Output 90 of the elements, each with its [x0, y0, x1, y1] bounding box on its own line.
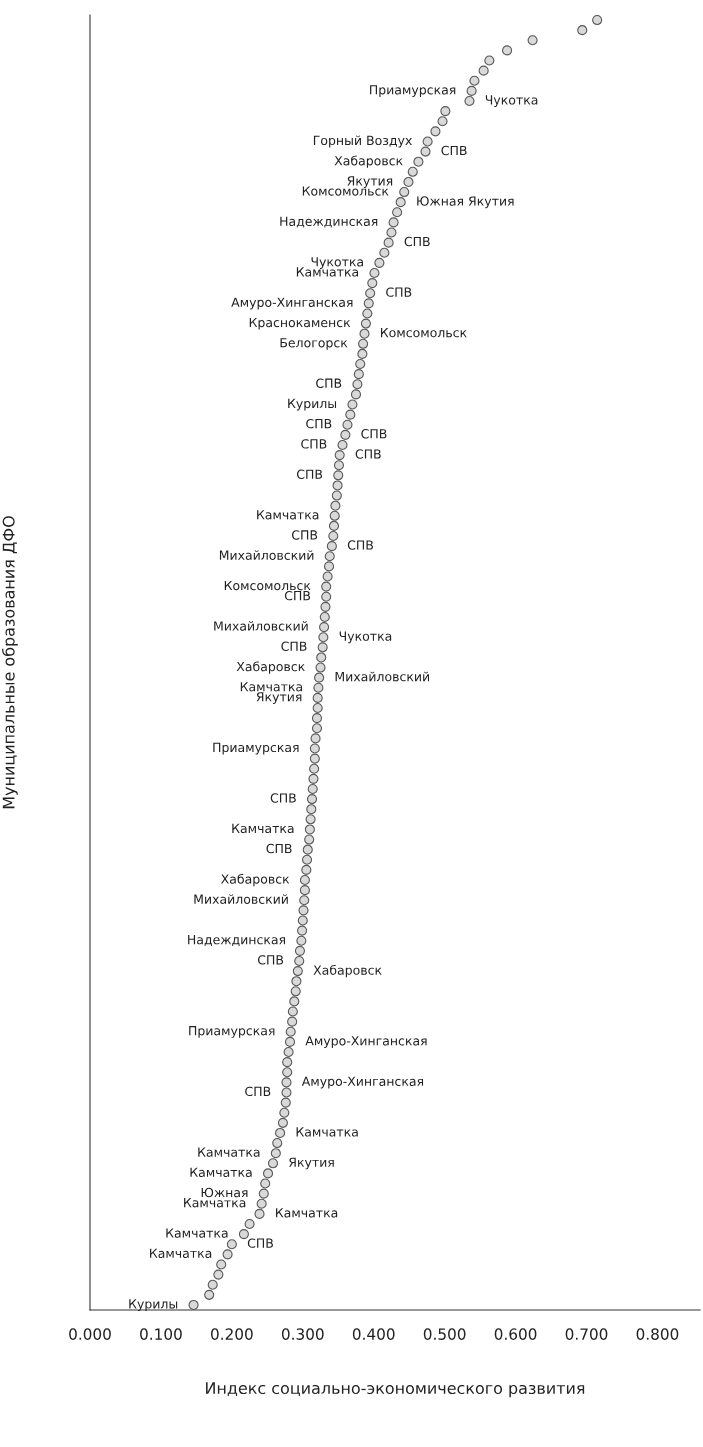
data-label: СПВ — [355, 449, 381, 459]
data-label: Чукотка — [339, 631, 392, 644]
point — [281, 1077, 292, 1088]
x-tick-label: 0.700 — [565, 1328, 608, 1340]
data-label: СПВ — [266, 843, 292, 854]
data-label: Михайловский — [335, 671, 430, 682]
data-label: Хабаровск — [313, 964, 382, 978]
data-label: Амуро-Хинганская — [301, 1076, 424, 1089]
data-label: Амуро-Хинганская — [305, 1036, 427, 1048]
data-label: СПВ — [301, 439, 327, 449]
data-label: Камчатка — [257, 510, 319, 520]
x-tick-label: 0.100 — [140, 1328, 182, 1340]
data-label: Хабаровск — [236, 661, 305, 674]
data-label: Белогорск — [280, 338, 348, 350]
data-label: Камчатка — [296, 267, 359, 277]
data-label: Комсомольск — [381, 328, 467, 338]
x-tick-label: 0.300 — [281, 1328, 324, 1340]
data-label: СПВ — [296, 469, 323, 479]
data-label: СПВ — [316, 378, 342, 388]
point — [326, 541, 337, 552]
x-tick-label: 0.200 — [211, 1328, 253, 1340]
data-label: Камчатка — [184, 1198, 246, 1208]
data-label: СПВ — [270, 793, 296, 803]
data-label: Курилы — [288, 398, 337, 411]
data-label: Камчатка — [166, 1228, 228, 1238]
data-label: СПВ — [347, 540, 373, 550]
point — [340, 429, 351, 440]
data-label: Амуро-Хинганская — [231, 297, 353, 310]
data-label: Камчатка — [240, 682, 302, 692]
data-label: Хабаровск — [221, 873, 290, 887]
data-label: Приамурская — [189, 1026, 275, 1038]
x-tick-label: 0.500 — [423, 1328, 466, 1340]
data-label: Хабаровск — [334, 155, 403, 168]
point — [267, 1158, 279, 1169]
data-label: Чукотка — [485, 95, 538, 108]
point — [284, 1036, 296, 1047]
data-label: Надеждинская — [188, 935, 286, 946]
data-label: Михайловский — [219, 550, 314, 560]
data-label: Якутия — [347, 176, 393, 188]
point — [359, 328, 370, 339]
data-label: Михайловский — [214, 621, 308, 631]
data-label: Приамурская — [370, 85, 456, 97]
data-label: СПВ — [257, 955, 284, 965]
point — [254, 1208, 265, 1219]
data-label: Михайловский — [194, 894, 288, 904]
point — [314, 672, 325, 683]
x-tick-label: 0.000 — [69, 1328, 111, 1340]
y-axis-title: Муниципальные образования ДФО — [2, 516, 18, 809]
data-label: СПВ — [284, 590, 311, 601]
data-label: СПВ — [386, 287, 412, 297]
point — [226, 1239, 237, 1250]
point — [292, 966, 303, 977]
data-label: СПВ — [281, 641, 307, 651]
data-label: Комсомольск — [224, 580, 311, 591]
point — [275, 1127, 286, 1139]
data-label: Камчатка — [198, 1147, 260, 1157]
point — [383, 237, 394, 248]
data-label: Камчатка — [296, 1127, 358, 1137]
data-label: Камчатка — [232, 823, 294, 834]
data-label: Чукотка — [311, 257, 363, 269]
data-label: СПВ — [404, 236, 430, 247]
data-label: Приамурская — [213, 742, 299, 755]
x-axis-title: Индекс социально-экономического развития — [206, 1382, 585, 1398]
point — [420, 146, 431, 157]
data-label: Краснокаменск — [249, 317, 351, 330]
data-label: Камчатка — [190, 1167, 252, 1178]
x-tick-label: 0.400 — [352, 1328, 395, 1340]
data-label: Южная — [201, 1187, 248, 1198]
data-label: Южная Якутия — [417, 196, 514, 209]
data-label: Камчатка — [150, 1248, 212, 1258]
data-label: СПВ — [247, 1238, 273, 1248]
point — [318, 632, 329, 643]
data-label: СПВ — [245, 1086, 271, 1097]
data-label: Надеждинская — [280, 216, 378, 228]
data-label: СПВ — [292, 530, 318, 540]
data-label: СПВ — [306, 418, 332, 429]
data-label: СПВ — [441, 145, 467, 156]
point — [395, 197, 406, 208]
data-label: Якутия — [289, 1157, 334, 1170]
data-label: Курилы — [129, 1299, 178, 1311]
data-label: Якутия — [256, 692, 302, 704]
point — [464, 95, 475, 107]
data-label: Комсомольск — [302, 186, 389, 196]
x-tick-label: 0.800 — [636, 1328, 679, 1340]
point — [334, 450, 345, 461]
x-tick-label: 0.600 — [494, 1328, 537, 1340]
data-label: СПВ — [361, 429, 387, 439]
data-label: Горный Воздух — [313, 135, 412, 148]
data-label: Камчатка — [276, 1208, 338, 1218]
point — [365, 288, 376, 299]
